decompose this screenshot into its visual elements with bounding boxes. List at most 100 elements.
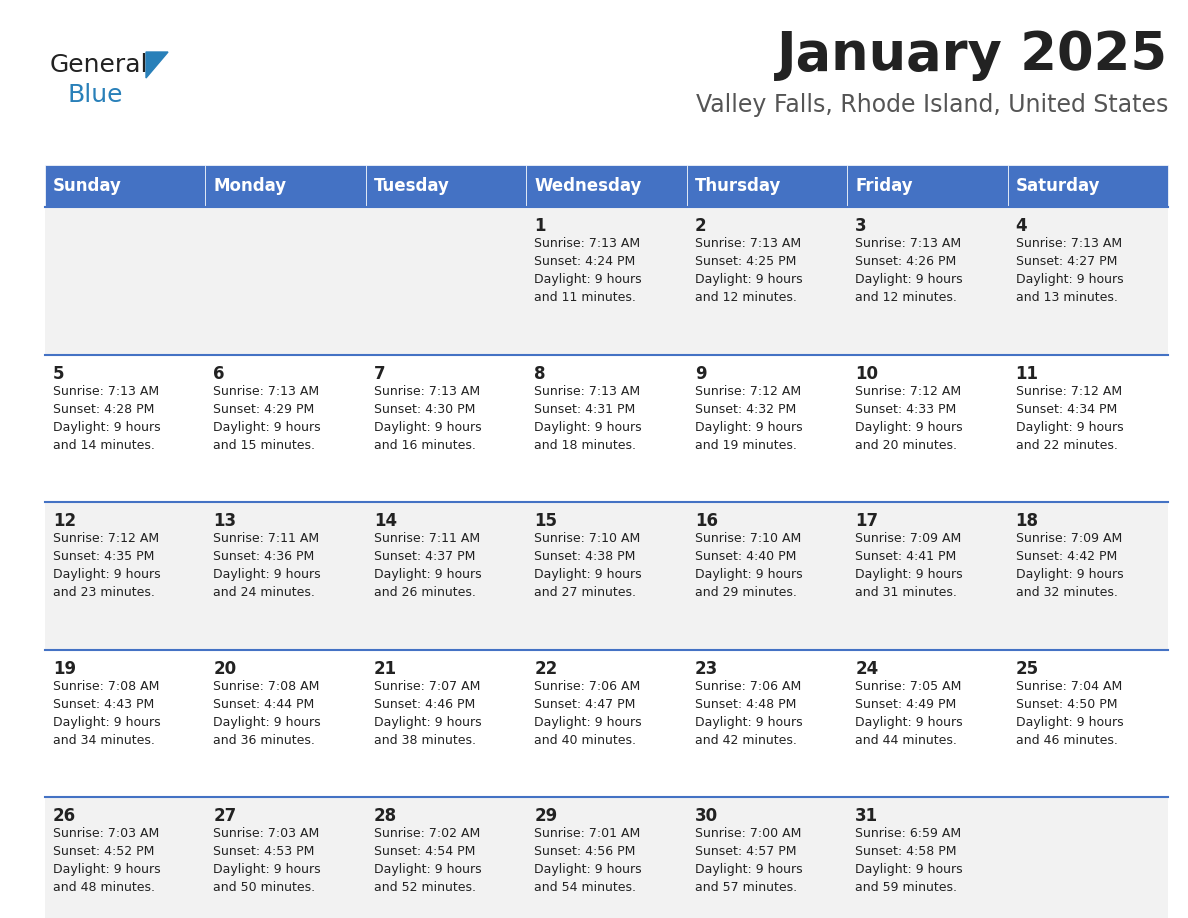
Text: Sunrise: 7:13 AM
Sunset: 4:30 PM
Daylight: 9 hours
and 16 minutes.: Sunrise: 7:13 AM Sunset: 4:30 PM Dayligh…: [374, 385, 481, 452]
Bar: [847, 650, 1007, 798]
Text: 7: 7: [374, 364, 385, 383]
Bar: [366, 798, 526, 918]
Bar: [45, 502, 206, 650]
Bar: [45, 207, 206, 354]
Bar: [526, 798, 687, 918]
Bar: [526, 165, 687, 207]
Bar: [526, 207, 687, 354]
Bar: [687, 354, 847, 502]
Bar: [45, 354, 206, 502]
Bar: [1007, 354, 1168, 502]
Text: 19: 19: [53, 660, 76, 677]
Text: Sunrise: 7:03 AM
Sunset: 4:53 PM
Daylight: 9 hours
and 50 minutes.: Sunrise: 7:03 AM Sunset: 4:53 PM Dayligh…: [214, 827, 321, 894]
Text: Sunrise: 7:04 AM
Sunset: 4:50 PM
Daylight: 9 hours
and 46 minutes.: Sunrise: 7:04 AM Sunset: 4:50 PM Dayligh…: [1016, 680, 1123, 747]
Text: 4: 4: [1016, 217, 1028, 235]
Bar: [206, 502, 366, 650]
Bar: [847, 354, 1007, 502]
Text: Monday: Monday: [214, 177, 286, 195]
Text: January 2025: January 2025: [777, 29, 1168, 81]
Text: Sunrise: 7:05 AM
Sunset: 4:49 PM
Daylight: 9 hours
and 44 minutes.: Sunrise: 7:05 AM Sunset: 4:49 PM Dayligh…: [855, 680, 962, 747]
Bar: [366, 354, 526, 502]
Text: 12: 12: [53, 512, 76, 531]
Text: Sunrise: 7:01 AM
Sunset: 4:56 PM
Daylight: 9 hours
and 54 minutes.: Sunrise: 7:01 AM Sunset: 4:56 PM Dayligh…: [535, 827, 642, 894]
Text: 18: 18: [1016, 512, 1038, 531]
Text: Sunrise: 7:06 AM
Sunset: 4:48 PM
Daylight: 9 hours
and 42 minutes.: Sunrise: 7:06 AM Sunset: 4:48 PM Dayligh…: [695, 680, 802, 747]
Bar: [366, 207, 526, 354]
Text: Sunrise: 7:13 AM
Sunset: 4:31 PM
Daylight: 9 hours
and 18 minutes.: Sunrise: 7:13 AM Sunset: 4:31 PM Dayligh…: [535, 385, 642, 452]
Text: Valley Falls, Rhode Island, United States: Valley Falls, Rhode Island, United State…: [696, 93, 1168, 117]
Text: Thursday: Thursday: [695, 177, 781, 195]
Text: Sunrise: 7:09 AM
Sunset: 4:41 PM
Daylight: 9 hours
and 31 minutes.: Sunrise: 7:09 AM Sunset: 4:41 PM Dayligh…: [855, 532, 962, 599]
Bar: [366, 165, 526, 207]
Text: 28: 28: [374, 808, 397, 825]
Bar: [206, 354, 366, 502]
Bar: [526, 502, 687, 650]
Text: 23: 23: [695, 660, 718, 677]
Bar: [687, 207, 847, 354]
Bar: [687, 650, 847, 798]
Bar: [45, 798, 206, 918]
Text: 15: 15: [535, 512, 557, 531]
Bar: [366, 502, 526, 650]
Bar: [366, 650, 526, 798]
Text: Sunrise: 7:12 AM
Sunset: 4:32 PM
Daylight: 9 hours
and 19 minutes.: Sunrise: 7:12 AM Sunset: 4:32 PM Dayligh…: [695, 385, 802, 452]
Text: 22: 22: [535, 660, 557, 677]
Text: 6: 6: [214, 364, 225, 383]
Bar: [206, 165, 366, 207]
Bar: [1007, 207, 1168, 354]
Bar: [45, 165, 206, 207]
Text: 21: 21: [374, 660, 397, 677]
Bar: [687, 502, 847, 650]
Bar: [687, 165, 847, 207]
Text: 13: 13: [214, 512, 236, 531]
Text: Sunrise: 7:13 AM
Sunset: 4:29 PM
Daylight: 9 hours
and 15 minutes.: Sunrise: 7:13 AM Sunset: 4:29 PM Dayligh…: [214, 385, 321, 452]
Text: 20: 20: [214, 660, 236, 677]
Bar: [1007, 650, 1168, 798]
Text: 27: 27: [214, 808, 236, 825]
Text: Tuesday: Tuesday: [374, 177, 450, 195]
Text: Sunrise: 7:09 AM
Sunset: 4:42 PM
Daylight: 9 hours
and 32 minutes.: Sunrise: 7:09 AM Sunset: 4:42 PM Dayligh…: [1016, 532, 1123, 599]
Text: Sunrise: 7:08 AM
Sunset: 4:43 PM
Daylight: 9 hours
and 34 minutes.: Sunrise: 7:08 AM Sunset: 4:43 PM Dayligh…: [53, 680, 160, 747]
Bar: [206, 798, 366, 918]
Text: Sunrise: 7:10 AM
Sunset: 4:38 PM
Daylight: 9 hours
and 27 minutes.: Sunrise: 7:10 AM Sunset: 4:38 PM Dayligh…: [535, 532, 642, 599]
Text: 17: 17: [855, 512, 878, 531]
Bar: [847, 502, 1007, 650]
Text: 30: 30: [695, 808, 718, 825]
Text: Sunrise: 7:10 AM
Sunset: 4:40 PM
Daylight: 9 hours
and 29 minutes.: Sunrise: 7:10 AM Sunset: 4:40 PM Dayligh…: [695, 532, 802, 599]
Bar: [847, 798, 1007, 918]
Text: 11: 11: [1016, 364, 1038, 383]
Bar: [847, 207, 1007, 354]
Bar: [1007, 165, 1168, 207]
Text: Wednesday: Wednesday: [535, 177, 642, 195]
Text: Sunrise: 7:13 AM
Sunset: 4:24 PM
Daylight: 9 hours
and 11 minutes.: Sunrise: 7:13 AM Sunset: 4:24 PM Dayligh…: [535, 237, 642, 304]
Text: Sunrise: 7:12 AM
Sunset: 4:33 PM
Daylight: 9 hours
and 20 minutes.: Sunrise: 7:12 AM Sunset: 4:33 PM Dayligh…: [855, 385, 962, 452]
Bar: [1007, 798, 1168, 918]
Text: Sunrise: 7:00 AM
Sunset: 4:57 PM
Daylight: 9 hours
and 57 minutes.: Sunrise: 7:00 AM Sunset: 4:57 PM Dayligh…: [695, 827, 802, 894]
Text: 9: 9: [695, 364, 707, 383]
Text: Sunrise: 7:03 AM
Sunset: 4:52 PM
Daylight: 9 hours
and 48 minutes.: Sunrise: 7:03 AM Sunset: 4:52 PM Dayligh…: [53, 827, 160, 894]
Bar: [206, 650, 366, 798]
Text: Sunrise: 7:13 AM
Sunset: 4:27 PM
Daylight: 9 hours
and 13 minutes.: Sunrise: 7:13 AM Sunset: 4:27 PM Dayligh…: [1016, 237, 1123, 304]
Text: Sunrise: 7:06 AM
Sunset: 4:47 PM
Daylight: 9 hours
and 40 minutes.: Sunrise: 7:06 AM Sunset: 4:47 PM Dayligh…: [535, 680, 642, 747]
Bar: [45, 650, 206, 798]
Text: General: General: [50, 53, 148, 77]
Text: 31: 31: [855, 808, 878, 825]
Text: Sunrise: 6:59 AM
Sunset: 4:58 PM
Daylight: 9 hours
and 59 minutes.: Sunrise: 6:59 AM Sunset: 4:58 PM Dayligh…: [855, 827, 962, 894]
Text: Sunrise: 7:12 AM
Sunset: 4:35 PM
Daylight: 9 hours
and 23 minutes.: Sunrise: 7:12 AM Sunset: 4:35 PM Dayligh…: [53, 532, 160, 599]
Bar: [206, 207, 366, 354]
Text: Sunrise: 7:02 AM
Sunset: 4:54 PM
Daylight: 9 hours
and 52 minutes.: Sunrise: 7:02 AM Sunset: 4:54 PM Dayligh…: [374, 827, 481, 894]
Text: 24: 24: [855, 660, 878, 677]
Polygon shape: [146, 52, 168, 78]
Text: 1: 1: [535, 217, 545, 235]
Text: 14: 14: [374, 512, 397, 531]
Text: 8: 8: [535, 364, 545, 383]
Text: 25: 25: [1016, 660, 1038, 677]
Bar: [687, 798, 847, 918]
Text: 3: 3: [855, 217, 867, 235]
Text: Blue: Blue: [68, 83, 124, 107]
Text: 29: 29: [535, 808, 557, 825]
Bar: [1007, 502, 1168, 650]
Text: Sunrise: 7:13 AM
Sunset: 4:28 PM
Daylight: 9 hours
and 14 minutes.: Sunrise: 7:13 AM Sunset: 4:28 PM Dayligh…: [53, 385, 160, 452]
Text: Saturday: Saturday: [1016, 177, 1100, 195]
Text: 26: 26: [53, 808, 76, 825]
